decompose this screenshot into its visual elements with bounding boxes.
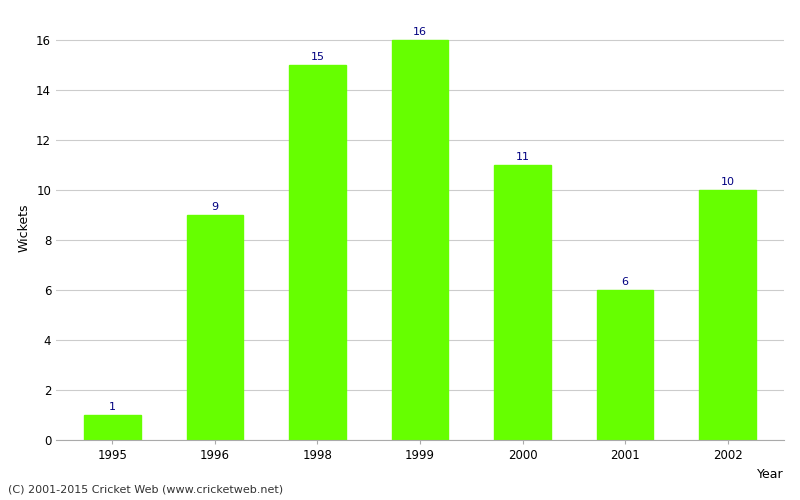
Bar	[84, 415, 141, 440]
Text: Year: Year	[758, 468, 784, 480]
Text: (C) 2001-2015 Cricket Web (www.cricketweb.net): (C) 2001-2015 Cricket Web (www.cricketwe…	[8, 485, 283, 495]
Text: 6: 6	[622, 277, 629, 287]
Text: 15: 15	[310, 52, 325, 62]
Text: 10: 10	[721, 177, 734, 187]
Text: 1: 1	[109, 402, 116, 412]
Text: 11: 11	[515, 152, 530, 162]
Bar	[699, 190, 756, 440]
Text: 16: 16	[413, 27, 427, 37]
Bar	[392, 40, 448, 440]
Bar	[186, 215, 243, 440]
Text: 9: 9	[211, 202, 218, 212]
Bar	[494, 165, 550, 440]
Bar	[597, 290, 654, 440]
Y-axis label: Wickets: Wickets	[18, 203, 30, 252]
Bar	[290, 65, 346, 440]
